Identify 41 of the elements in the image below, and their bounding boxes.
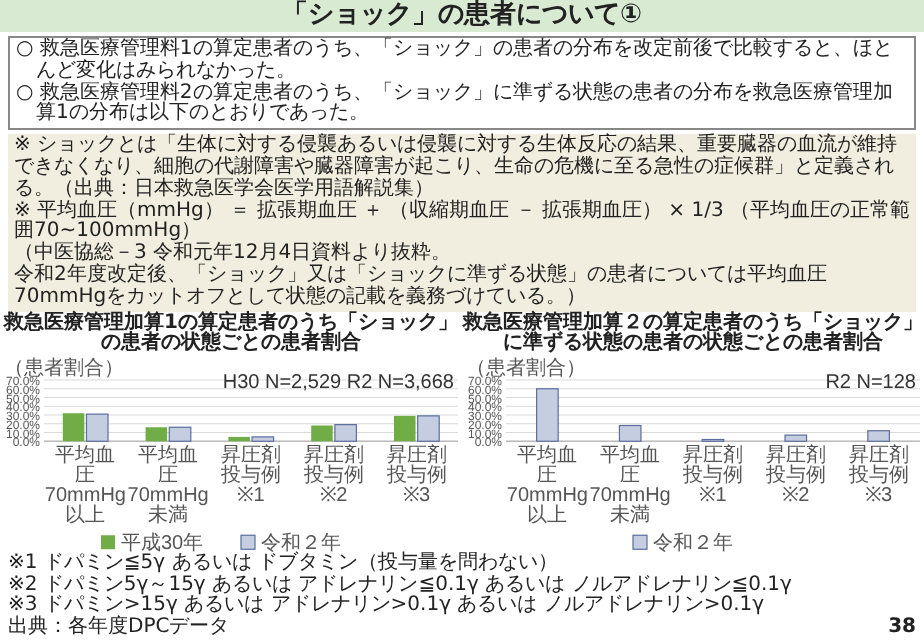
x-tick-label: 昇圧剤投与例※1 [219,443,281,508]
bar [85,413,109,443]
bar [867,430,890,443]
x-tick-label: 昇圧剤投与例※1 [681,443,743,508]
chart-title: 救急医療管理加算1の算定患者のうち「ショック」の患者の状態ごとの患者割合 [1,311,460,357]
x-tick-label: 平均血圧70mmHg未満 [127,443,209,528]
text: ※ ショックとは「生体に対する侵襲あるいは侵襲に対する生体反応の結果、重要臓器の血流が維持できなくなり、細胞の代謝障害や臓器障害が起こり、生命の危機に至る急性の症候群」と定義される。（出典：日本救急医学会医学用語解説集） [14,134,900,200]
annotation: H30 N=2,529 R2 N=3,668 [222,372,455,395]
bar [417,415,440,443]
bar [334,424,357,443]
bar [168,427,192,443]
text: ○ 救急医療管理料1の算定患者のうち、「ショック」の患者の分布を改定前後で比較すると、ほとんど変化はみられなかった。 [16,38,895,82]
bar [311,425,333,442]
bar [394,416,416,442]
text: ※2 ドパミン5γ～15γ あるいは アドレナリン≦0.1γ あるいは ノルアドレナリン≦0.1γ [8,573,794,596]
bar [145,427,168,442]
text: ※1 ドパミン≦5γ あるいは ドブタミン（投与量を問わない） [8,551,560,575]
text: 「ショック」の患者について① [0,0,924,31]
text: 38 [888,616,916,640]
chart-title: 救急医療管理加算２の算定患者のうち「ショック」に準ずる状態の患者の状態ごとの患者割合 [462,311,924,357]
x-tick-label: 昇圧剤投与例※2 [763,443,826,508]
x-tick-label: 平均血圧70mmHg以上 [506,443,588,528]
x-tick-label: 昇圧剤投与例※3 [384,443,447,508]
x-tick-label: 平均血圧70mmHg以上 [44,443,126,528]
bar [784,434,808,443]
text: ※ 平均血圧（mmHg） ＝ 拡張期血圧 ＋ （収縮期血圧 － 拡張期血圧） × 1/3 （平均血圧の正常範囲70~100mmHg） [14,199,910,243]
text: ※3 ドパミン>15γ あるいは アドレナリン>0.1γ あるいは ノルアドレナリン>0.1γ [8,594,765,617]
bar [62,413,85,442]
text: ○ 救急医療管理料2の算定患者のうち、「ショック」に準ずる状態の患者の分布を救急医療管理加算1の分布は以下のとおりであった。 [16,81,895,127]
annotation: R2 N=128 [825,372,917,395]
bar [251,436,275,443]
text: 令和2年度改定後、「ショック」又は「ショックに準ずる状態」の患者については平均血圧70mmHgをカットオフとして状態の記載を義務づけている。） [14,264,829,310]
x-tick-label: 昇圧剤投与例※3 [846,443,909,508]
bar [618,425,642,443]
source-note: 出典：各年度DPCデータ [8,616,230,640]
text: （中医協総－3 令和元年12月4日資料より抜粋。 [14,242,454,265]
x-tick-label: 平均血圧70mmHg未満 [589,443,671,528]
x-tick-label: 昇圧剤投与例※2 [301,443,364,508]
legend-label: 平成30年 [121,531,204,556]
legend-label: 令和２年 [653,531,733,556]
bar [536,388,559,443]
